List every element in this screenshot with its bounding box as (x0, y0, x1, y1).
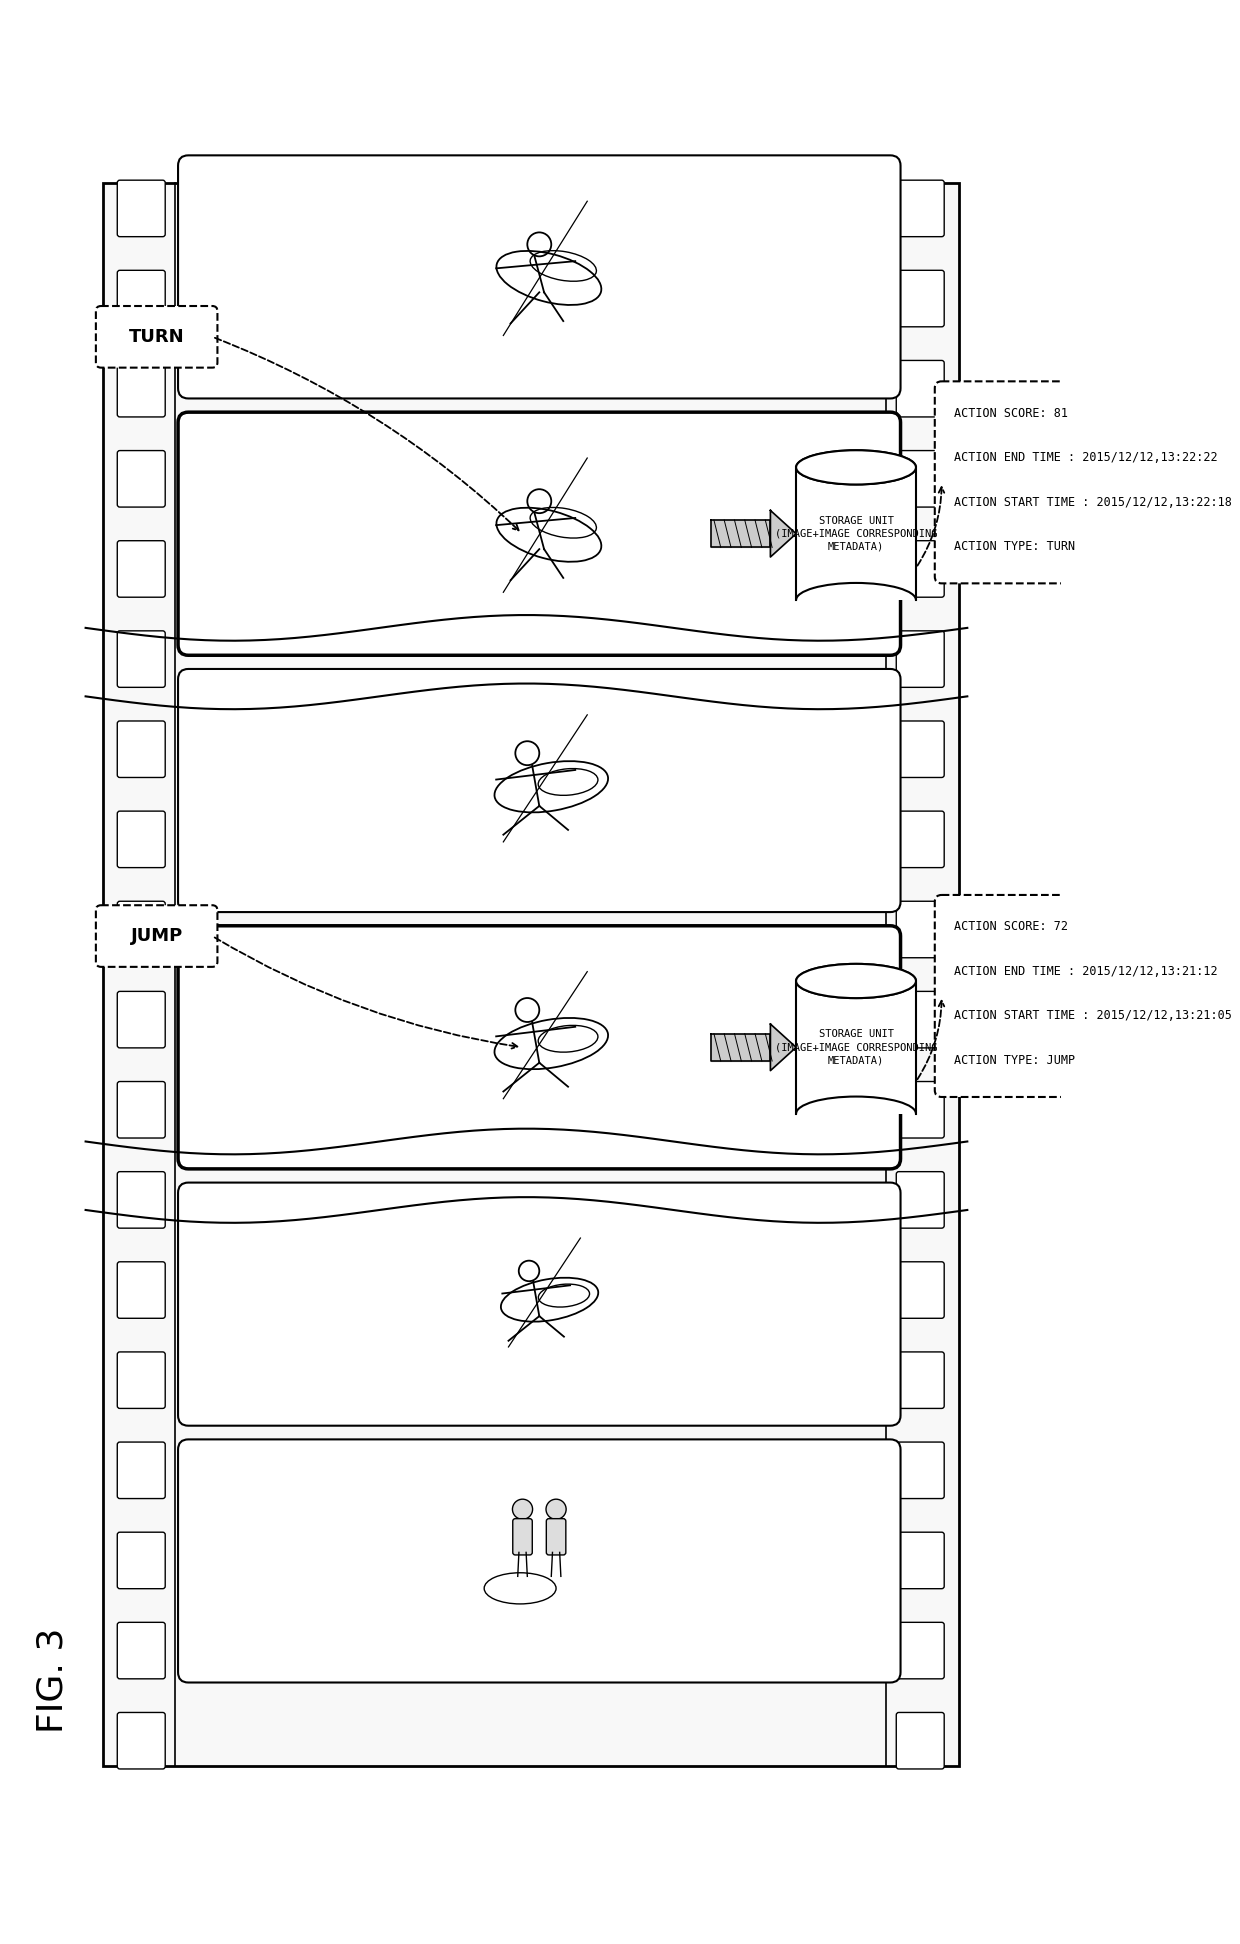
Ellipse shape (484, 1573, 556, 1604)
Text: JUMP: JUMP (130, 927, 182, 945)
Text: TURN: TURN (129, 329, 185, 346)
Circle shape (512, 1499, 533, 1520)
FancyBboxPatch shape (118, 721, 165, 778)
FancyBboxPatch shape (118, 451, 165, 507)
FancyBboxPatch shape (118, 1442, 165, 1499)
FancyBboxPatch shape (179, 925, 900, 1168)
FancyBboxPatch shape (179, 156, 900, 399)
FancyBboxPatch shape (897, 632, 944, 688)
Polygon shape (103, 183, 959, 1767)
Polygon shape (770, 1024, 796, 1071)
Text: ACTION TYPE: TURN: ACTION TYPE: TURN (955, 540, 1075, 552)
FancyBboxPatch shape (179, 1182, 900, 1425)
FancyBboxPatch shape (897, 1623, 944, 1680)
Text: ACTION END TIME : 2015/12/12,13:21:12: ACTION END TIME : 2015/12/12,13:21:12 (955, 964, 1218, 978)
FancyBboxPatch shape (935, 894, 1240, 1096)
FancyBboxPatch shape (118, 811, 165, 867)
FancyBboxPatch shape (935, 381, 1240, 583)
Text: ACTION SCORE: 81: ACTION SCORE: 81 (955, 406, 1069, 420)
FancyBboxPatch shape (95, 305, 217, 367)
FancyBboxPatch shape (897, 1532, 944, 1588)
FancyBboxPatch shape (897, 1081, 944, 1137)
FancyBboxPatch shape (118, 632, 165, 688)
Text: ACTION START TIME : 2015/12/12,13:22:18: ACTION START TIME : 2015/12/12,13:22:18 (955, 496, 1233, 509)
Ellipse shape (796, 451, 916, 484)
FancyBboxPatch shape (118, 1081, 165, 1137)
FancyBboxPatch shape (118, 540, 165, 597)
FancyBboxPatch shape (118, 270, 165, 327)
FancyBboxPatch shape (118, 360, 165, 416)
FancyBboxPatch shape (118, 991, 165, 1048)
FancyBboxPatch shape (179, 1439, 900, 1682)
FancyBboxPatch shape (513, 1518, 532, 1555)
Polygon shape (796, 982, 916, 1114)
FancyBboxPatch shape (179, 412, 900, 655)
FancyBboxPatch shape (897, 721, 944, 778)
Text: ACTION TYPE: JUMP: ACTION TYPE: JUMP (955, 1054, 1075, 1067)
FancyBboxPatch shape (118, 1172, 165, 1229)
Text: ACTION END TIME : 2015/12/12,13:22:22: ACTION END TIME : 2015/12/12,13:22:22 (955, 451, 1218, 465)
FancyBboxPatch shape (897, 1262, 944, 1318)
FancyBboxPatch shape (95, 906, 217, 966)
FancyBboxPatch shape (118, 1351, 165, 1407)
Polygon shape (796, 467, 916, 601)
Text: STORAGE UNIT
(IMAGE+IMAGE CORRESPONDING
METADATA): STORAGE UNIT (IMAGE+IMAGE CORRESPONDING … (775, 1028, 937, 1065)
FancyBboxPatch shape (118, 1262, 165, 1318)
FancyBboxPatch shape (897, 1172, 944, 1229)
Text: ACTION START TIME : 2015/12/12,13:21:05: ACTION START TIME : 2015/12/12,13:21:05 (955, 1009, 1233, 1023)
FancyBboxPatch shape (897, 360, 944, 416)
FancyBboxPatch shape (118, 181, 165, 237)
Text: STORAGE UNIT
(IMAGE+IMAGE CORRESPONDING
METADATA): STORAGE UNIT (IMAGE+IMAGE CORRESPONDING … (775, 515, 937, 552)
Polygon shape (711, 1034, 770, 1061)
Circle shape (546, 1499, 567, 1520)
FancyBboxPatch shape (179, 669, 900, 912)
FancyBboxPatch shape (897, 451, 944, 507)
FancyBboxPatch shape (897, 991, 944, 1048)
FancyBboxPatch shape (118, 1532, 165, 1588)
Polygon shape (711, 519, 770, 548)
FancyBboxPatch shape (897, 902, 944, 958)
FancyBboxPatch shape (118, 1623, 165, 1680)
FancyBboxPatch shape (897, 540, 944, 597)
Text: FIG. 3: FIG. 3 (36, 1629, 69, 1734)
FancyBboxPatch shape (897, 1351, 944, 1407)
Ellipse shape (796, 964, 916, 997)
FancyBboxPatch shape (897, 1442, 944, 1499)
FancyBboxPatch shape (118, 1713, 165, 1769)
Polygon shape (770, 511, 796, 558)
Ellipse shape (796, 964, 916, 997)
FancyBboxPatch shape (897, 811, 944, 867)
FancyBboxPatch shape (897, 270, 944, 327)
FancyBboxPatch shape (118, 902, 165, 958)
FancyBboxPatch shape (547, 1518, 565, 1555)
Text: ACTION SCORE: 72: ACTION SCORE: 72 (955, 920, 1069, 933)
FancyBboxPatch shape (897, 1713, 944, 1769)
Ellipse shape (796, 451, 916, 484)
FancyBboxPatch shape (897, 181, 944, 237)
